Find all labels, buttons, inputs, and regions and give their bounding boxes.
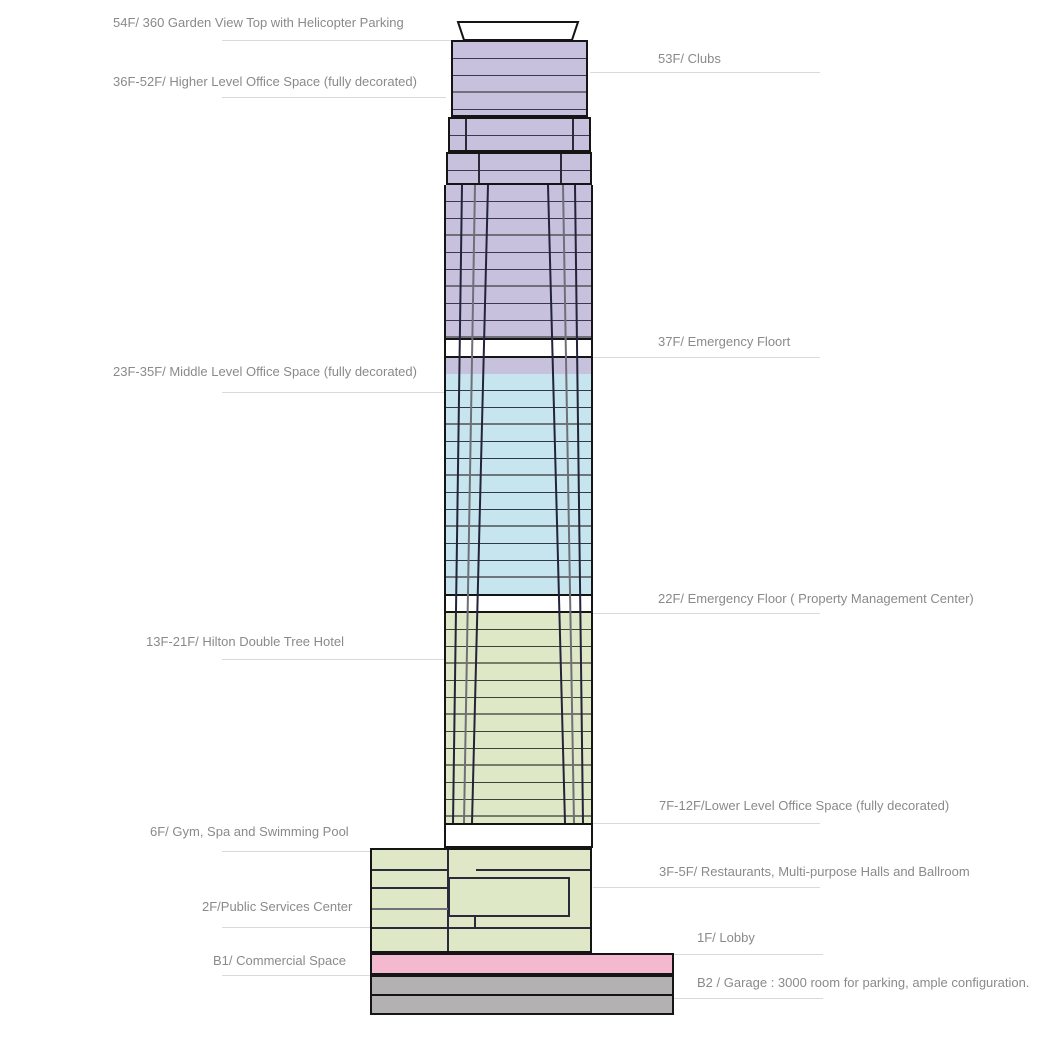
podium (370, 848, 592, 953)
leader-37f (593, 357, 820, 358)
leader-3f-5f (593, 887, 820, 888)
label-13f-21f: 13F-21F/ Hilton Double Tree Hotel (146, 634, 344, 649)
podium-floor-line (372, 887, 449, 889)
tower-setback-lower (446, 152, 592, 185)
label-b1: B1/ Commercial Space (213, 953, 346, 968)
leader-53f (590, 72, 820, 73)
section-hotel-lower-office (446, 613, 591, 823)
emergency-floor-22f-band (446, 594, 591, 613)
leader-22f (593, 613, 820, 614)
section-higher-office (446, 185, 591, 338)
label-2f: 2F/Public Services Center (202, 899, 353, 914)
label-3f-5f: 3F-5F/ Restaurants, Multi-purpose Halls … (659, 864, 970, 879)
leader-1f (674, 954, 823, 955)
label-36f-52f: 36F-52F/ Higher Level Office Space (full… (113, 74, 417, 89)
tower-top-clubs (451, 40, 588, 117)
leader-b1 (222, 975, 370, 976)
label-37f: 37F/ Emergency Floort (658, 334, 791, 349)
label-54f: 54F/ 360 Garden View Top with Helicopter… (113, 15, 404, 30)
label-b2: B2 / Garage : 3000 room for parking, amp… (697, 975, 1030, 990)
label-1f: 1F/ Lobby (697, 930, 755, 945)
podium-ballroom-outline (448, 877, 570, 917)
leader-36f-52f (222, 97, 446, 98)
section-higher-office-bottom (446, 358, 591, 374)
podium-first-floor-line (372, 927, 590, 929)
label-23f-35f: 23F-35F/ Middle Level Office Space (full… (113, 364, 417, 379)
tower-setback-upper (448, 117, 591, 152)
leader-7f-12f (593, 823, 820, 824)
setback-column-line (478, 154, 480, 183)
b2-garage-band (370, 975, 674, 1015)
label-22f: 22F/ Emergency Floor ( Property Manageme… (658, 591, 974, 606)
setback-column-line (572, 119, 574, 150)
label-53f: 53F/ Clubs (658, 51, 721, 66)
leader-13f-21f (222, 659, 444, 660)
podium-detail-line (474, 917, 476, 927)
gym-floor-band (444, 823, 593, 848)
helipad-roof (456, 21, 580, 41)
leader-b2 (674, 998, 823, 999)
leader-2f (222, 927, 370, 928)
leader-54f (222, 40, 451, 41)
podium-floor-line (372, 908, 449, 910)
setback-column-line (465, 119, 467, 150)
leader-6f (222, 851, 370, 852)
label-7f-12f: 7F-12F/Lower Level Office Space (fully d… (659, 798, 950, 813)
leader-23f-35f (222, 392, 444, 393)
b1-commercial-band (370, 953, 674, 975)
emergency-floor-37f-band (446, 338, 591, 358)
setback-column-line (560, 154, 562, 183)
tower-core-lines (452, 185, 584, 823)
label-6f: 6F/ Gym, Spa and Swimming Pool (150, 824, 349, 839)
podium-floor-line (372, 869, 449, 871)
b2-mid-line (372, 994, 672, 996)
podium-floor-line (476, 869, 590, 871)
